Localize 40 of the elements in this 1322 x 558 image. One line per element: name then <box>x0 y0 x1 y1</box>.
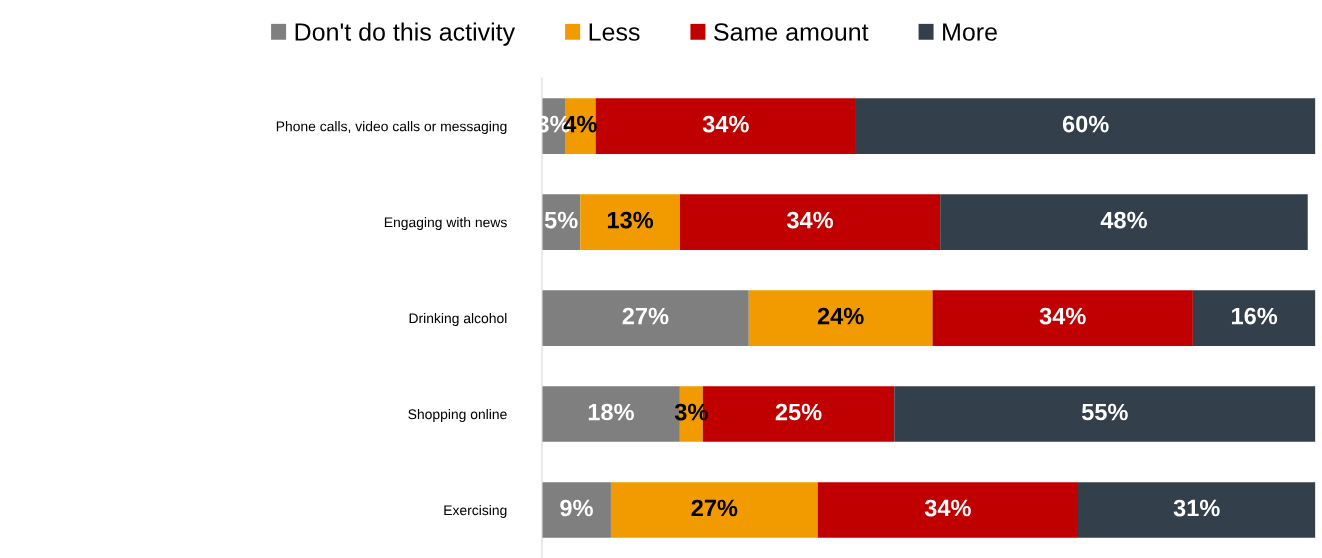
bar <box>940 194 1308 250</box>
data-label: 13% <box>607 211 654 229</box>
data-label: 34% <box>702 115 749 133</box>
legend-label: More <box>943 23 997 41</box>
y-tick-label: Exercising <box>444 504 507 518</box>
data-label: 55% <box>1081 403 1128 421</box>
bar <box>932 290 1193 346</box>
data-label: 18% <box>588 403 634 421</box>
legend-label: Less <box>589 23 640 41</box>
data-label: 24% <box>817 307 864 325</box>
bar <box>748 290 933 346</box>
bar <box>542 290 749 346</box>
bar <box>1192 290 1316 346</box>
bar <box>610 482 818 538</box>
data-label: 27% <box>622 307 669 325</box>
data-label: 31% <box>1173 499 1220 517</box>
y-tick-label: Shopping online <box>408 409 507 422</box>
data-label: 34% <box>924 499 971 517</box>
data-label: 60% <box>1062 115 1109 133</box>
data-label: 27% <box>691 499 738 517</box>
bar <box>679 194 941 250</box>
bar <box>894 386 1316 442</box>
bar <box>817 482 1079 538</box>
y-tick-label: Phone calls, video calls or messaging <box>276 121 507 135</box>
bar <box>542 482 611 538</box>
bar <box>580 194 680 250</box>
bar <box>855 98 1316 154</box>
data-label: 48% <box>1100 211 1147 229</box>
y-tick-label: Engaging with news <box>384 217 507 230</box>
legend-label: Don't do this activity <box>295 22 516 46</box>
y-tick-label: Drinking alcohol <box>409 313 507 326</box>
data-label: 34% <box>1039 307 1086 325</box>
legend-label: Same amount <box>714 23 869 41</box>
data-label: 25% <box>775 403 822 421</box>
data-label: 9% <box>560 499 593 517</box>
data-label: 5% <box>544 211 578 229</box>
data-label: 34% <box>786 211 834 229</box>
bar <box>1078 482 1316 538</box>
bar <box>595 98 856 154</box>
data-label: 16% <box>1231 307 1278 325</box>
